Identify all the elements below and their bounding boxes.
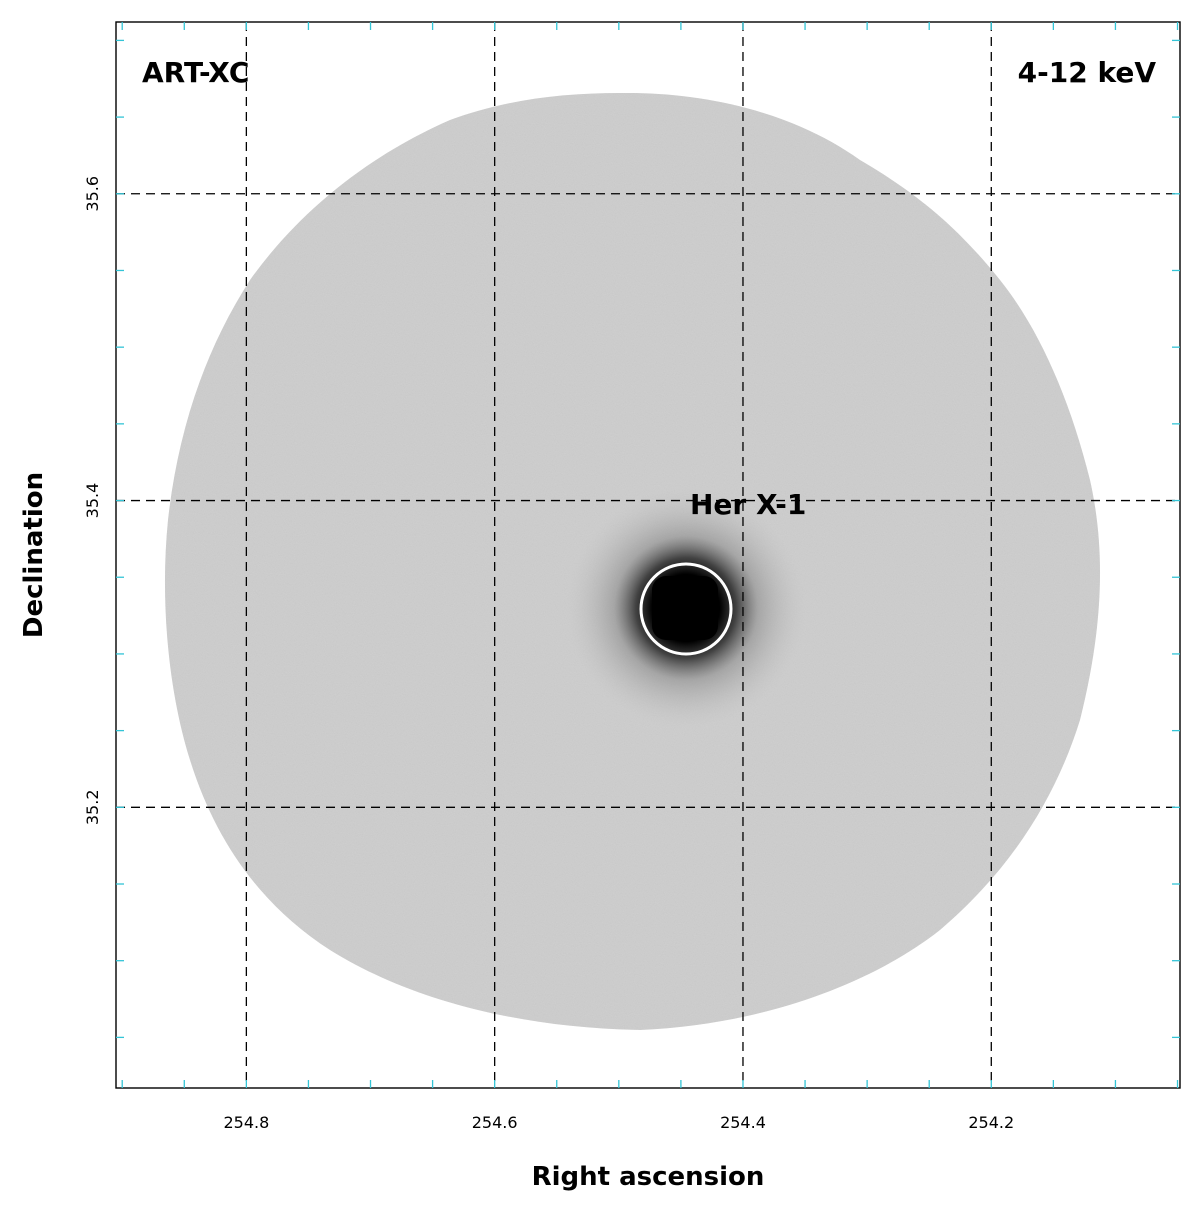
x-tick-label-1: 254.6 <box>472 1113 518 1132</box>
minor-ticks <box>116 22 1180 1088</box>
energy-band-label: 4-12 keV <box>1018 56 1157 89</box>
x-tick-label-2: 254.4 <box>720 1113 766 1132</box>
x-tick-label-3: 254.2 <box>968 1113 1014 1132</box>
instrument-label: ART-XC <box>142 56 249 89</box>
source-core <box>652 576 718 640</box>
x-tick-label-0: 254.8 <box>223 1113 269 1132</box>
y-tick-label-1: 35.4 <box>83 483 102 519</box>
y-tick-labels: 35.6 35.4 35.2 <box>83 176 102 825</box>
source-region-circle <box>639 562 733 656</box>
y-axis-title: Declination <box>19 472 49 638</box>
y-tick-label-0: 35.6 <box>83 176 102 212</box>
coordinate-grid <box>116 22 1180 1088</box>
x-axis-title: Right ascension <box>532 1162 765 1192</box>
x-tick-labels: 254.8 254.6 254.4 254.2 <box>223 1113 1014 1132</box>
y-tick-label-2: 35.2 <box>83 789 102 825</box>
source-label: Her X-1 <box>690 488 806 521</box>
